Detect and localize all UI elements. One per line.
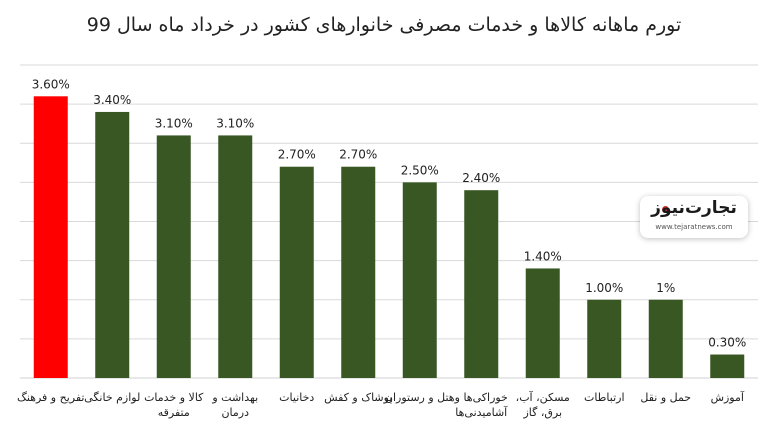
category-label: آموزش: [710, 391, 744, 404]
bar: [279, 166, 314, 378]
category-label: بهداشت و درمان: [212, 391, 259, 419]
value-label: 3.60%: [32, 77, 70, 91]
category-label: مسکن، آب، برق، گاز: [515, 391, 570, 419]
value-label: 2.40%: [462, 171, 500, 185]
value-label: 3.10%: [155, 116, 193, 130]
bar: [156, 135, 191, 378]
bar: [525, 268, 560, 378]
bar: [95, 111, 130, 378]
logo-url: www.tejaratnews.com: [655, 223, 733, 231]
category-label: حمل و نقل: [640, 391, 692, 404]
category-label: دخانیات: [279, 391, 315, 404]
value-label: 2.70%: [339, 148, 377, 162]
chart-title: تورم ماهانه کالاها و خدمات مصرفی خانواره…: [86, 14, 682, 36]
value-label: 0.30%: [708, 336, 746, 350]
category-label: ارتباطات: [583, 391, 625, 404]
bar: [341, 166, 376, 378]
bar: [402, 182, 437, 378]
category-label: لوازم خانگی: [84, 391, 141, 404]
bar: [464, 190, 499, 378]
tejaratnews-logo: تجارت‌نیوز www.tejaratnews.com: [640, 196, 748, 238]
value-label: 3.40%: [93, 93, 131, 107]
bar: [648, 299, 683, 378]
value-label: 2.50%: [401, 163, 439, 177]
category-label: هتل و رستوران: [384, 391, 455, 404]
value-label: 1%: [656, 281, 675, 295]
value-label: 2.70%: [278, 148, 316, 162]
value-label: 1.00%: [585, 281, 623, 295]
category-label: تفریح و فرهنگ: [17, 391, 85, 404]
logo-text: تجارت‌نیوز: [651, 198, 737, 218]
value-label: 1.40%: [524, 249, 562, 263]
category-label: کالا و خدمات متفرقه: [144, 391, 204, 419]
category-label: خوراکی‌ها و آشامیدنی‌ها: [454, 391, 508, 419]
value-label: 3.10%: [216, 116, 254, 130]
bar: [33, 96, 68, 379]
category-label: پوشاک و کفش: [324, 391, 393, 404]
bar: [587, 299, 622, 378]
logo-dot-icon: [662, 206, 669, 213]
bar: [218, 135, 253, 378]
bar: [710, 354, 745, 378]
